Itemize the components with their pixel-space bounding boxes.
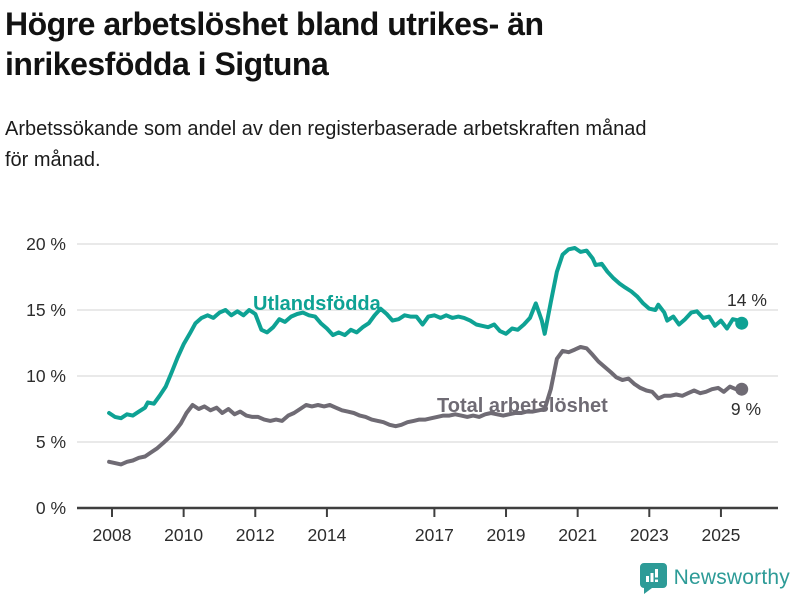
x-tick-label: 2014 xyxy=(307,525,346,545)
x-tick-label: 2008 xyxy=(93,525,132,545)
title-line-1: Högre arbetslöshet bland utrikes- än xyxy=(5,6,544,42)
chart-subtitle: Arbetssökande som andel av den registerb… xyxy=(5,114,785,176)
newsworthy-wordmark: Newsworthy xyxy=(673,566,790,589)
subtitle-line-1: Arbetssökande som andel av den registerb… xyxy=(5,118,647,140)
series-line-utlandsf-dda xyxy=(107,246,744,421)
series-label: Total arbetslöshet xyxy=(437,395,608,417)
x-tick-label: 2019 xyxy=(487,525,526,545)
subtitle-line-2: för månad. xyxy=(5,149,101,171)
x-tick-label: 2017 xyxy=(415,525,454,545)
series-line-total-arbetsl-shet xyxy=(107,345,744,467)
x-tick-label: 2021 xyxy=(558,525,597,545)
title-line-2: inrikesfödda i Sigtuna xyxy=(5,46,329,82)
series-end-value: 14 % xyxy=(727,290,767,310)
x-tick-label: 2012 xyxy=(236,525,275,545)
series-end-value: 9 % xyxy=(731,399,761,419)
x-tick-label: 2023 xyxy=(630,525,669,545)
y-tick-label: 5 % xyxy=(36,432,66,452)
y-tick-label: 15 % xyxy=(26,300,66,320)
y-tick-label: 0 % xyxy=(36,498,66,518)
newsworthy-logo-icon xyxy=(639,562,667,594)
page-title: Högre arbetslöshet bland utrikes- än inr… xyxy=(5,4,725,84)
x-tick-label: 2025 xyxy=(701,525,740,545)
y-tick-label: 10 % xyxy=(26,366,66,386)
x-tick-label: 2010 xyxy=(164,525,203,545)
newsworthy-logo: Newsworthy xyxy=(639,562,790,594)
series-label: Utlandsfödda xyxy=(253,293,382,315)
series-end-dot xyxy=(735,382,749,396)
y-tick-label: 20 % xyxy=(26,234,66,254)
series-end-dot xyxy=(735,316,749,330)
